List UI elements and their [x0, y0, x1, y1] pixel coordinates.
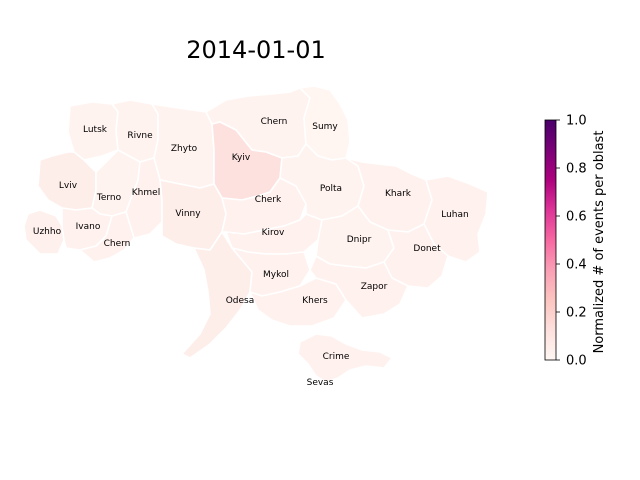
regions-layer [23, 85, 489, 383]
region-label-khers: Khers [302, 296, 328, 306]
colorbar-tick-label: 0.8 [566, 162, 587, 177]
region-zapor [309, 255, 409, 319]
region-label-donet: Donet [413, 244, 441, 254]
region-label-luhan: Luhan [441, 210, 468, 220]
region-label-lviv: Lviv [59, 181, 78, 191]
colorbar-tick-label: 0.2 [566, 306, 587, 321]
colorbar-tick-label: 0.6 [566, 210, 587, 225]
region-label-khmel: Khmel [132, 188, 160, 198]
colorbar-tick-label: 0.4 [566, 258, 587, 273]
region-label-lutsk: Lutsk [83, 125, 108, 135]
region-label-kirov: Kirov [262, 228, 285, 238]
region-donet [383, 223, 449, 289]
region-label-khark: Khark [385, 189, 412, 199]
region-label-odesa: Odesa [226, 296, 255, 306]
region-label-kyiv: Kyiv [232, 153, 251, 163]
region-label-crime: Crime [323, 352, 350, 362]
region-label-cherk: Cherk [255, 195, 282, 205]
region-label-dnipr: Dnipr [347, 235, 372, 245]
colorbar-tick-label: 1.0 [566, 114, 587, 129]
region-mykol [231, 247, 311, 297]
region-label-polta: Polta [320, 184, 342, 194]
region-label-mykol: Mykol [263, 270, 289, 280]
region-uzhho [23, 209, 65, 255]
labels-layer: Lutsk Rivne Zhyto Chern Sumy Kyiv Lviv Terno Khm… [33, 117, 469, 388]
region-label-rivne: Rivne [127, 131, 153, 141]
region-label-uzhho: Uzhho [33, 227, 62, 237]
region-label-terno: Terno [96, 193, 122, 203]
region-label-sumy: Sumy [312, 122, 338, 132]
colorbar: 0.0 0.2 0.4 0.6 0.8 1.0 Normalized # of event… [544, 114, 607, 369]
region-label-zapor: Zapor [361, 282, 388, 292]
region-khmel [125, 157, 163, 239]
region-label-sevas: Sevas [307, 378, 334, 388]
colorbar-tick-label: 0.0 [566, 354, 587, 369]
region-chern_s [79, 211, 135, 263]
region-crime [297, 333, 393, 383]
region-label-chern_s: Chern [104, 239, 131, 249]
map-title: 2014-01-01 [186, 36, 326, 64]
region-label-chern_n: Chern [261, 117, 288, 127]
colorbar-label: Normalized # of events per oblast [592, 131, 607, 354]
region-odesa [181, 231, 253, 359]
region-label-zhyto: Zhyto [171, 144, 198, 154]
region-label-vinny: Vinny [175, 209, 201, 219]
region-label-ivano: Ivano [76, 222, 101, 232]
colorbar-gradient [544, 119, 557, 361]
